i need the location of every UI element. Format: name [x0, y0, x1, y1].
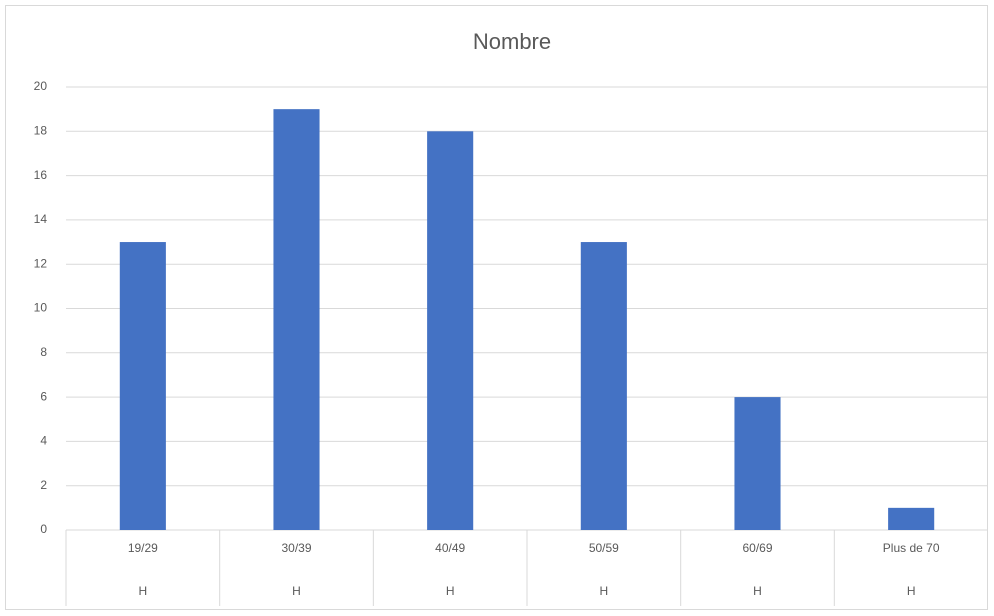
- y-tick-label: 10: [34, 301, 48, 315]
- x-subcategory-label: H: [446, 584, 455, 598]
- x-subcategory-label: H: [753, 584, 762, 598]
- bar: [119, 242, 166, 531]
- y-tick-label: 6: [40, 389, 47, 403]
- x-tick-label: Plus de 70: [883, 541, 940, 555]
- y-tick-label: 14: [34, 212, 48, 226]
- y-tick-label: 0: [40, 522, 47, 536]
- chart-title: Nombre: [473, 29, 551, 54]
- y-tick-label: 4: [40, 434, 47, 448]
- x-subcategory-label: H: [599, 584, 608, 598]
- x-subcategory-label: H: [907, 584, 916, 598]
- y-tick-label: 20: [34, 79, 48, 93]
- x-tick-label: 40/49: [435, 541, 465, 555]
- y-tick-label: 16: [34, 168, 48, 182]
- y-tick-label: 2: [40, 478, 47, 492]
- bar: [580, 242, 627, 531]
- x-tick-label: 30/39: [281, 541, 311, 555]
- chart-border: [5, 5, 988, 610]
- x-subcategory-label: H: [138, 584, 147, 598]
- x-tick-label: 60/69: [742, 541, 772, 555]
- y-tick-label: 18: [34, 123, 48, 137]
- x-tick-label: 19/29: [128, 541, 158, 555]
- bar: [734, 397, 781, 530]
- x-tick-label: 50/59: [589, 541, 619, 555]
- x-subcategory-label: H: [292, 584, 301, 598]
- bar: [427, 131, 474, 531]
- bar: [888, 507, 935, 530]
- y-tick-label: 8: [40, 345, 47, 359]
- bar: [273, 109, 320, 531]
- y-tick-label: 12: [34, 256, 48, 270]
